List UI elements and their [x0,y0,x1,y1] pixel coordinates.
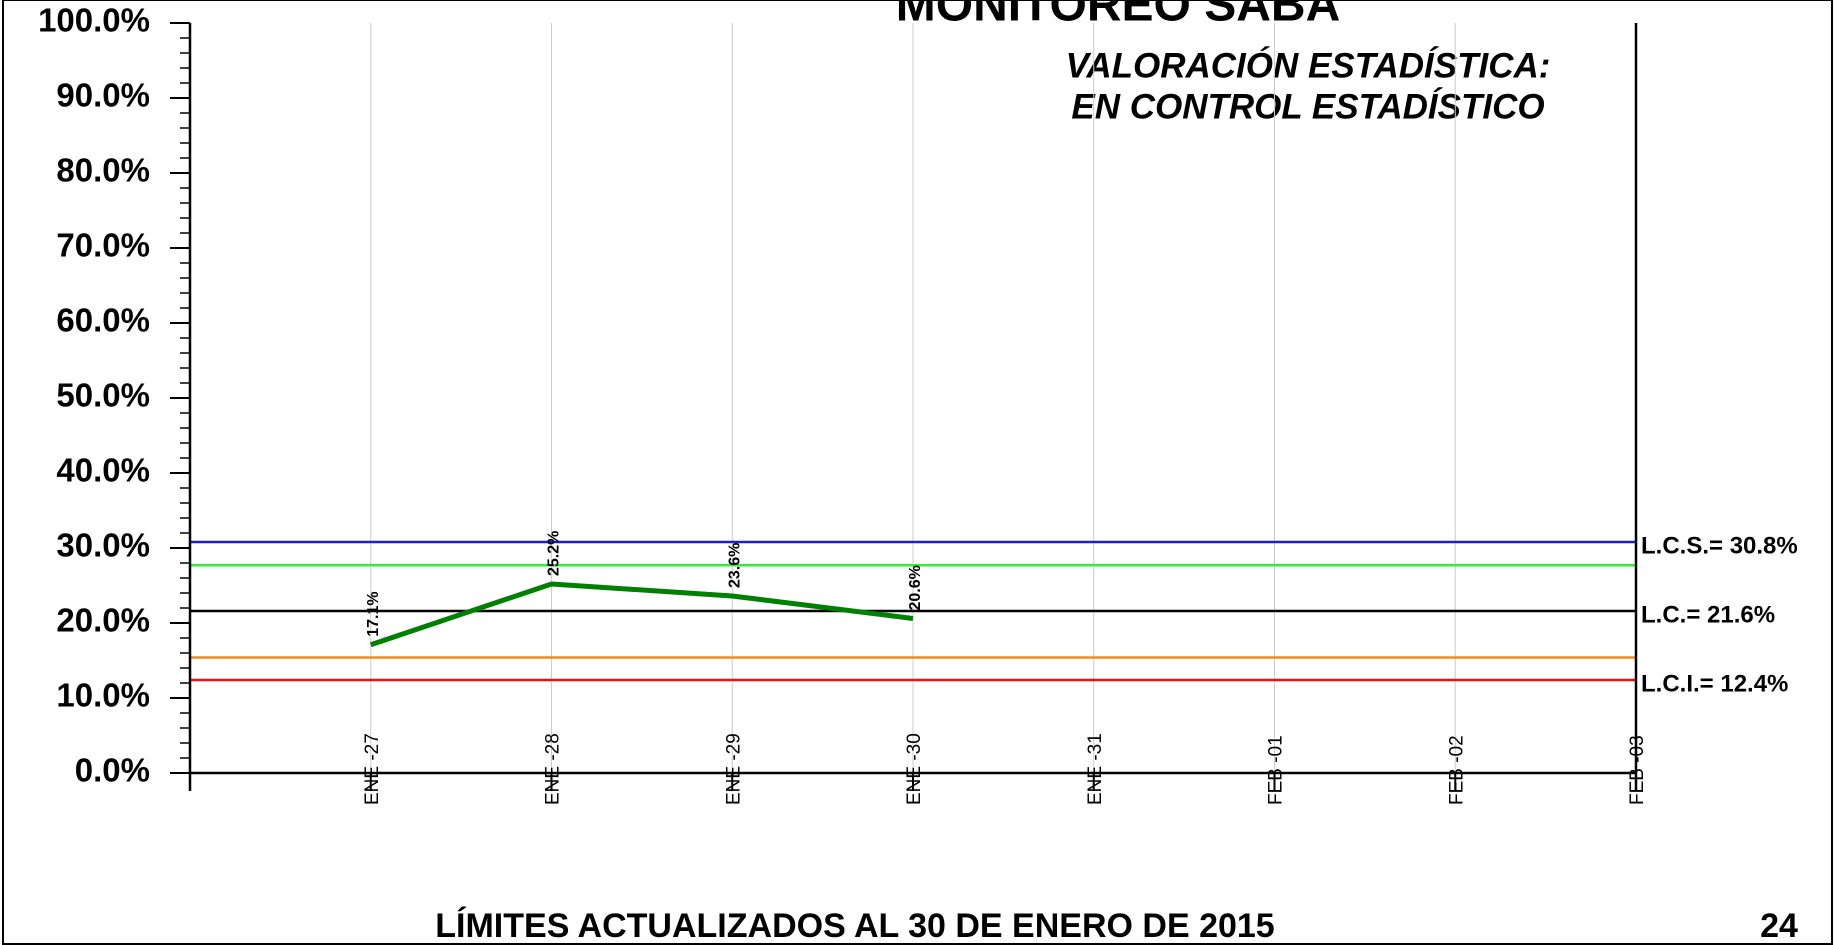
reference-label: L.C.S.= 30.8% [1641,532,1798,559]
y-tick-label: 80.0% [56,152,150,189]
y-tick-label: 20.0% [56,602,150,639]
footer: LÍMITES ACTUALIZADOS AL 30 DE ENERO DE 2… [435,907,1274,945]
x-tick-label: FEB -01 [1266,735,1287,805]
x-tick-label: ENE -31 [1085,733,1106,805]
chart-title: MONITOREO SABA [896,0,1340,32]
data-line [369,581,914,648]
x-tick-label: FEB -02 [1446,735,1467,805]
y-tick-label: 0.0% [75,752,150,789]
annotation: VALORACIÓN ESTADÍSTICA: [1066,45,1551,85]
reference-label: L.C.= 21.6% [1641,601,1775,628]
y-tick-label: 70.0% [56,227,150,264]
annotation: EN CONTROL ESTADÍSTICO [1071,87,1544,126]
value-label: 23.6% [726,543,743,588]
y-tick-label: 40.0% [56,452,150,489]
value-label: 25.2% [546,531,563,576]
y-tick-label: 30.0% [56,527,150,564]
value-label: 20.6% [907,565,924,610]
reference-label: L.C.I.= 12.4% [1641,670,1788,697]
y-tick-label: 90.0% [56,77,150,114]
x-tick-label: ENE -29 [723,733,744,805]
page-number: 24 [1760,907,1798,945]
y-tick-label: 10.0% [56,677,150,714]
x-tick-label: ENE -28 [543,733,564,805]
x-tick-label: ENE -30 [904,733,925,805]
value-label: 17.1% [365,591,382,636]
y-tick-label: 50.0% [56,377,150,414]
x-tick-label: FEB -03 [1627,735,1648,805]
y-tick-label: 60.0% [56,302,150,339]
x-tick-label: ENE -27 [362,733,383,805]
y-tick-label: 100.0% [38,2,150,39]
